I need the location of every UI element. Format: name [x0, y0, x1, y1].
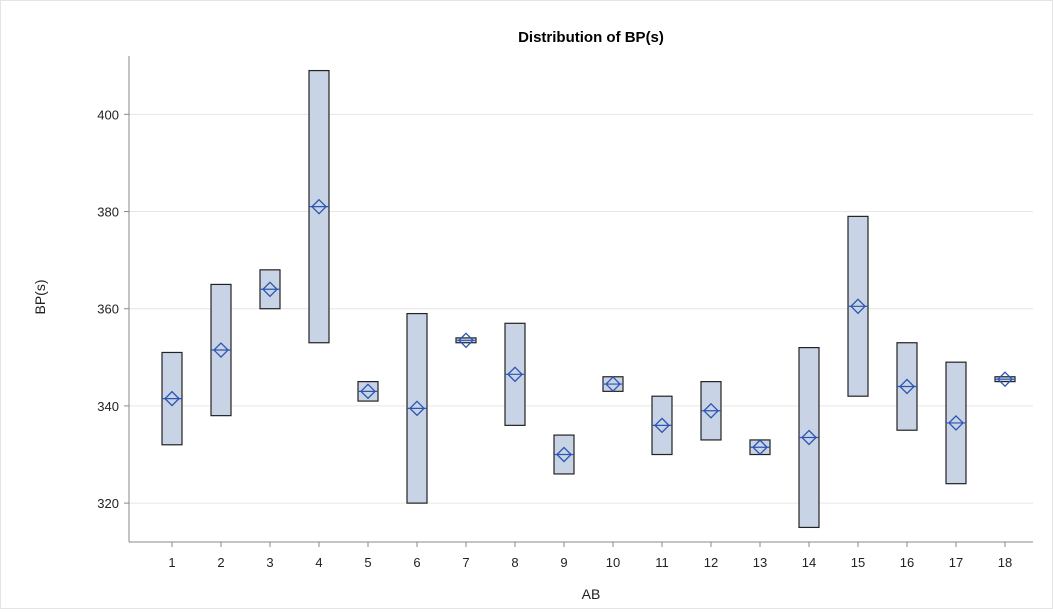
- x-tick-label: 18: [998, 555, 1012, 570]
- y-tick-label: 380: [97, 205, 119, 220]
- x-tick-label: 8: [511, 555, 518, 570]
- mean-marker: [752, 439, 768, 456]
- mean-marker: [360, 383, 376, 400]
- y-tick-label: 400: [97, 107, 119, 122]
- box-group: [700, 381, 722, 441]
- y-tick-label: 340: [97, 399, 119, 414]
- x-tick-label: 15: [851, 555, 865, 570]
- box-group: [896, 342, 918, 431]
- mean-marker: [262, 281, 278, 298]
- mean-marker: [997, 371, 1013, 388]
- mean-marker: [458, 332, 474, 349]
- x-tick-label: 11: [655, 555, 669, 570]
- mean-marker: [507, 366, 523, 383]
- box-group: [406, 312, 428, 504]
- box-group: [945, 361, 967, 485]
- x-tick-label: 9: [560, 555, 567, 570]
- mean-marker: [654, 417, 670, 434]
- mean-marker: [948, 415, 964, 431]
- x-tick-label: 1: [168, 555, 175, 570]
- x-tick-label: 13: [753, 555, 767, 570]
- x-tick-label: 7: [462, 555, 469, 570]
- x-tick-label: 6: [413, 555, 420, 570]
- mean-marker: [409, 400, 425, 417]
- x-tick-label: 16: [900, 555, 914, 570]
- x-tick-label: 2: [217, 555, 224, 570]
- box-group: [651, 395, 673, 456]
- x-tick-label: 5: [364, 555, 371, 570]
- box-group: [259, 269, 281, 310]
- mean-marker: [556, 446, 572, 463]
- box-group: [455, 332, 477, 349]
- x-tick-label: 12: [704, 555, 718, 570]
- box-group: [210, 283, 232, 417]
- mean-marker: [311, 198, 327, 215]
- x-tick-label: 14: [802, 555, 816, 570]
- boxes: [161, 69, 1016, 529]
- x-tick-label: 3: [266, 555, 273, 570]
- mean-marker: [213, 342, 229, 358]
- box-group: [553, 434, 575, 475]
- mean-marker: [899, 378, 915, 395]
- box-group: [798, 347, 820, 529]
- x-tick-label: 10: [606, 555, 620, 570]
- box-group: [847, 215, 869, 397]
- mean-marker: [605, 376, 621, 392]
- mean-marker: [850, 298, 866, 315]
- box-group: [602, 376, 624, 392]
- mean-marker: [801, 429, 817, 446]
- x-axis-label: AB: [582, 586, 601, 602]
- mean-marker: [703, 402, 719, 419]
- x-tick-label: 17: [949, 555, 963, 570]
- x-tick-label: 4: [315, 555, 322, 570]
- y-tick-label: 360: [97, 302, 119, 317]
- y-tick-label: 320: [97, 496, 119, 511]
- chart-title: Distribution of BP(s): [518, 29, 664, 46]
- box-group: [357, 381, 379, 402]
- mean-marker: [164, 390, 180, 407]
- box-group: [504, 322, 526, 426]
- box-group: [161, 351, 183, 446]
- box-group: [308, 69, 330, 344]
- box-group: [749, 439, 771, 456]
- y-axis-label: BP(s): [32, 280, 48, 315]
- box-group: [994, 371, 1016, 388]
